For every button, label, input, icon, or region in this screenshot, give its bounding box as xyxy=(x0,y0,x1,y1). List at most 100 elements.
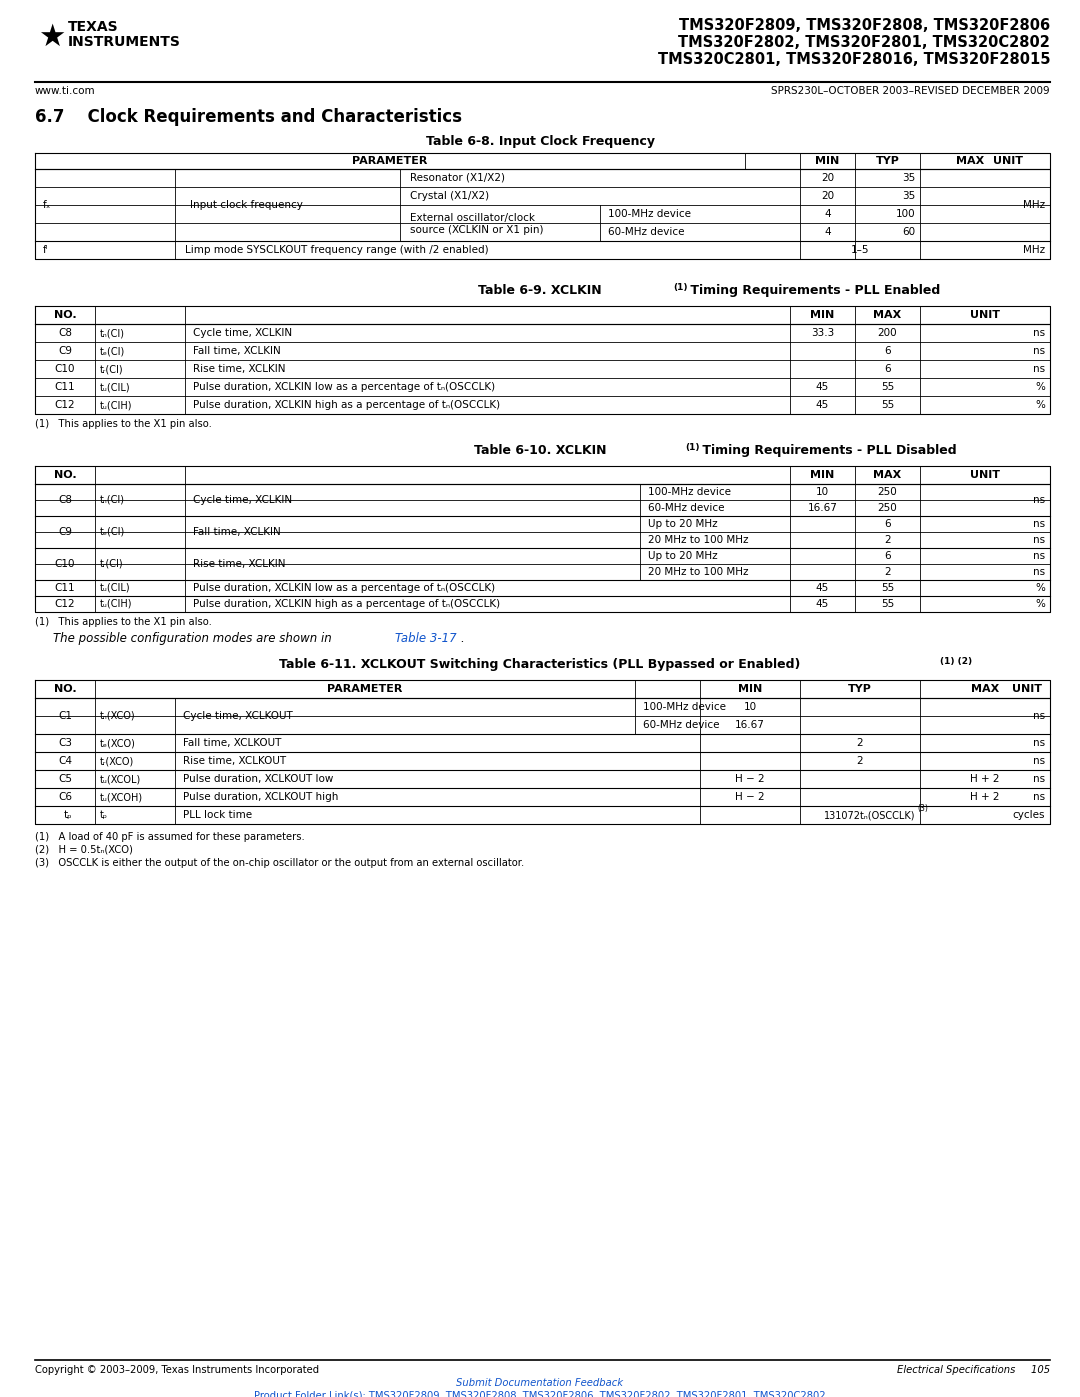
Text: C12: C12 xyxy=(55,400,76,409)
Text: C10: C10 xyxy=(55,365,76,374)
Text: ns: ns xyxy=(1032,495,1045,504)
Text: 55: 55 xyxy=(881,400,894,409)
Text: Fall time, XCLKIN: Fall time, XCLKIN xyxy=(193,346,281,356)
Text: %: % xyxy=(1035,381,1045,393)
Text: cycles: cycles xyxy=(1013,810,1045,820)
Text: 60-MHz device: 60-MHz device xyxy=(608,226,685,237)
Text: The possible configuration modes are shown in: The possible configuration modes are sho… xyxy=(53,631,336,645)
Text: Pulse duration, XCLKOUT low: Pulse duration, XCLKOUT low xyxy=(183,774,334,784)
Text: H + 2: H + 2 xyxy=(970,774,1000,784)
Text: Pulse duration, XCLKOUT high: Pulse duration, XCLKOUT high xyxy=(183,792,338,802)
Text: C1: C1 xyxy=(58,711,72,721)
Text: Rise time, XCLKIN: Rise time, XCLKIN xyxy=(193,559,285,569)
Text: C9: C9 xyxy=(58,527,72,536)
Text: C5: C5 xyxy=(58,774,72,784)
Text: Input clock frequency: Input clock frequency xyxy=(190,200,302,210)
Text: Rise time, XCLKOUT: Rise time, XCLKOUT xyxy=(183,756,286,766)
Text: Cycle time, XCLKIN: Cycle time, XCLKIN xyxy=(193,328,292,338)
Text: NO.: NO. xyxy=(54,310,77,320)
Text: 45: 45 xyxy=(815,400,829,409)
Text: 20 MHz to 100 MHz: 20 MHz to 100 MHz xyxy=(648,535,748,545)
Text: tₙ(CI): tₙ(CI) xyxy=(100,328,125,338)
Text: 6: 6 xyxy=(885,550,891,562)
Text: tᵣ(XCO): tᵣ(XCO) xyxy=(100,756,134,766)
Text: External oscillator/clock: External oscillator/clock xyxy=(410,212,535,224)
Text: fₓ: fₓ xyxy=(43,200,52,210)
Text: H − 2: H − 2 xyxy=(735,774,765,784)
Text: 55: 55 xyxy=(881,381,894,393)
Text: Crystal (X1/X2): Crystal (X1/X2) xyxy=(410,191,489,201)
Text: Timing Requirements - PLL Disabled: Timing Requirements - PLL Disabled xyxy=(698,444,957,457)
Text: Electrical Specifications     105: Electrical Specifications 105 xyxy=(896,1365,1050,1375)
Text: 131072tₙ(OSCCLK): 131072tₙ(OSCCLK) xyxy=(824,810,915,820)
Text: tᵤ(CIL): tᵤ(CIL) xyxy=(100,583,131,592)
Text: ns: ns xyxy=(1032,328,1045,338)
Text: (3)   OSCCLK is either the output of the on-chip oscillator or the output from a: (3) OSCCLK is either the output of the o… xyxy=(35,858,524,868)
Text: tₚ: tₚ xyxy=(64,810,72,820)
Text: tᵤ(XCOH): tᵤ(XCOH) xyxy=(100,792,144,802)
Text: 6: 6 xyxy=(885,346,891,356)
Text: 60-MHz device: 60-MHz device xyxy=(648,503,725,513)
Text: TMS320F2802, TMS320F2801, TMS320C2802: TMS320F2802, TMS320F2801, TMS320C2802 xyxy=(678,35,1050,50)
Text: 10: 10 xyxy=(815,488,829,497)
Text: C8: C8 xyxy=(58,328,72,338)
Text: Timing Requirements - PLL Enabled: Timing Requirements - PLL Enabled xyxy=(686,284,941,298)
Text: ns: ns xyxy=(1032,365,1045,374)
Text: ns: ns xyxy=(1032,792,1045,802)
Text: (3): (3) xyxy=(917,805,928,813)
Text: 6: 6 xyxy=(885,520,891,529)
Text: 250: 250 xyxy=(878,503,897,513)
Text: Table 3-17: Table 3-17 xyxy=(395,631,457,645)
Text: H − 2: H − 2 xyxy=(735,792,765,802)
Text: 4: 4 xyxy=(824,226,831,237)
Text: Fall time, XCLKIN: Fall time, XCLKIN xyxy=(193,527,281,536)
Text: 20: 20 xyxy=(821,191,834,201)
Text: 45: 45 xyxy=(815,599,829,609)
Text: Cycle time, XCLKIN: Cycle time, XCLKIN xyxy=(193,495,292,504)
Text: tₙ(XCO): tₙ(XCO) xyxy=(100,711,136,721)
Text: 2: 2 xyxy=(885,567,891,577)
Text: 16.67: 16.67 xyxy=(735,719,765,731)
Text: tᵣ(CI): tᵣ(CI) xyxy=(100,365,123,374)
Text: Product Folder Link(s): TMS320F2809  TMS320F2808  TMS320F2806  TMS320F2802  TMS3: Product Folder Link(s): TMS320F2809 TMS3… xyxy=(254,1391,826,1397)
Text: 100-MHz device: 100-MHz device xyxy=(648,488,731,497)
Text: C3: C3 xyxy=(58,738,72,747)
Text: UNIT: UNIT xyxy=(970,469,1000,481)
Text: C10: C10 xyxy=(55,559,76,569)
Text: Table 6-9. XCLKIN: Table 6-9. XCLKIN xyxy=(478,284,602,298)
Text: ns: ns xyxy=(1032,738,1045,747)
Text: %: % xyxy=(1035,583,1045,592)
Text: 20 MHz to 100 MHz: 20 MHz to 100 MHz xyxy=(648,567,748,577)
Text: www.ti.com: www.ti.com xyxy=(35,87,96,96)
Text: ns: ns xyxy=(1032,535,1045,545)
Text: Rise time, XCLKIN: Rise time, XCLKIN xyxy=(193,365,285,374)
Text: Pulse duration, XCLKIN low as a percentage of tₙ(OSCCLK): Pulse duration, XCLKIN low as a percenta… xyxy=(193,583,495,592)
Text: 35: 35 xyxy=(902,173,915,183)
Text: MIN: MIN xyxy=(810,469,835,481)
Text: C9: C9 xyxy=(58,346,72,356)
Text: 55: 55 xyxy=(881,583,894,592)
Text: 60: 60 xyxy=(902,226,915,237)
Text: (1)   This applies to the X1 pin also.: (1) This applies to the X1 pin also. xyxy=(35,419,212,429)
Text: Up to 20 MHz: Up to 20 MHz xyxy=(648,520,717,529)
Text: SPRS230L–OCTOBER 2003–REVISED DECEMBER 2009: SPRS230L–OCTOBER 2003–REVISED DECEMBER 2… xyxy=(771,87,1050,96)
Text: %: % xyxy=(1035,400,1045,409)
Text: tᵤ(XCOL): tᵤ(XCOL) xyxy=(100,774,141,784)
Text: UNIT: UNIT xyxy=(1012,685,1042,694)
Text: NO.: NO. xyxy=(54,685,77,694)
Text: tᵤ(CIL): tᵤ(CIL) xyxy=(100,381,131,393)
Text: MHz: MHz xyxy=(1023,200,1045,210)
Text: TYP: TYP xyxy=(876,156,900,166)
Text: NO.: NO. xyxy=(54,469,77,481)
Text: 6: 6 xyxy=(885,365,891,374)
Text: (1): (1) xyxy=(685,443,700,453)
Text: tₑ(CI): tₑ(CI) xyxy=(100,527,125,536)
Text: %: % xyxy=(1035,599,1045,609)
Text: (1): (1) xyxy=(673,284,688,292)
Text: 4: 4 xyxy=(824,210,831,219)
Text: PLL lock time: PLL lock time xyxy=(183,810,252,820)
Text: UNIT: UNIT xyxy=(993,156,1023,166)
Text: ★: ★ xyxy=(38,22,66,52)
Text: 200: 200 xyxy=(878,328,897,338)
Text: C4: C4 xyxy=(58,756,72,766)
